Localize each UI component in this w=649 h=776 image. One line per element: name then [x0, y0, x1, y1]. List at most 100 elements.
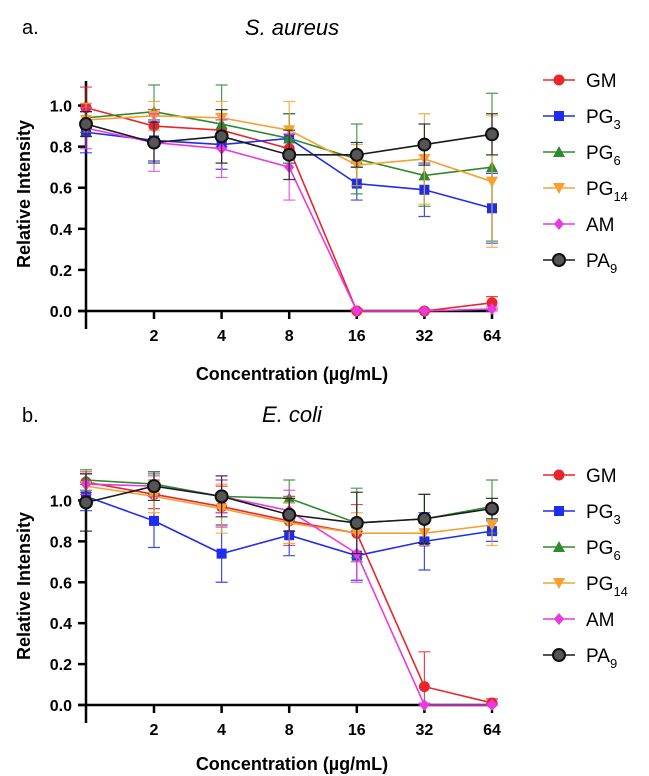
legend-label: GM — [586, 71, 617, 92]
x-tick-label: 16 — [348, 328, 366, 345]
y-tick-label: 0.0 — [50, 698, 72, 715]
x-tick-label: 8 — [285, 722, 294, 739]
y-tick-label: 0.2 — [50, 263, 72, 280]
data-point — [79, 117, 93, 132]
data-point — [349, 147, 364, 162]
legend-item-AM: AM — [543, 215, 615, 236]
legend-label: AM — [586, 215, 615, 236]
legend-label: PG14 — [586, 179, 628, 204]
data-point — [349, 515, 364, 530]
data-point — [486, 520, 498, 531]
legend-marker — [553, 183, 565, 194]
panel-b-legend: GM PG3 PG6 PG14 AM PA9 — [543, 466, 628, 671]
panel-a-x-axis-label: Concentration (µg/mL) — [196, 364, 388, 384]
x-tick-label: 8 — [285, 328, 294, 345]
legend-label: PG6 — [586, 143, 621, 168]
x-tick-label: 2 — [150, 328, 159, 345]
y-tick-label: 0.6 — [50, 181, 72, 198]
data-point — [417, 137, 432, 152]
data-point — [147, 135, 161, 150]
y-tick-label: 0.8 — [50, 140, 72, 157]
data-point — [149, 515, 159, 526]
legend-label: PG3 — [586, 107, 621, 132]
legend-marker — [554, 218, 564, 230]
legend-label: GM — [586, 466, 617, 487]
data-point — [486, 297, 498, 309]
legend-item-PG3: PG3 — [543, 107, 621, 132]
panel-b-plot: 0.0 0.2 0.4 0.6 0.8 1.0 2 4 8 16 32 64 — [50, 469, 501, 739]
x-tick-label: 64 — [483, 328, 501, 345]
data-point — [417, 511, 432, 526]
legend-item-PA9: PA9 — [543, 251, 617, 276]
data-point — [216, 548, 227, 559]
panel-a: a. S. aureus 0.0 0.2 0.4 0.6 0.8 1.0 2 4 8 16 32 64… — [14, 15, 628, 384]
legend-item-PG14: PG14 — [543, 574, 628, 599]
panel-a-plot: 0.0 0.2 0.4 0.6 0.8 1.0 2 4 8 16 32 64 — [50, 81, 501, 345]
panel-a-legend: GM PG3 PG6 PG14 AM PA9 — [543, 71, 628, 276]
legend-marker — [554, 111, 564, 121]
legend-marker — [554, 506, 564, 516]
data-point — [282, 147, 297, 162]
legend-item-PG6: PG6 — [543, 143, 621, 168]
data-point — [487, 302, 497, 315]
data-point — [419, 699, 430, 711]
data-point — [351, 305, 362, 317]
panel-b-y-axis-label: Relative Intensity — [14, 512, 34, 660]
data-point — [419, 305, 430, 317]
legend-marker — [554, 613, 564, 625]
panel-b-title: E. coli — [262, 402, 323, 427]
legend-item-PA9: PA9 — [543, 646, 617, 671]
legend-label: PA9 — [586, 251, 617, 276]
x-tick-label: 2 — [150, 722, 159, 739]
y-tick-label: 0.8 — [50, 534, 72, 551]
legend-label: AM — [586, 610, 615, 631]
x-tick-label: 64 — [483, 722, 501, 739]
y-tick-label: 0.4 — [50, 222, 72, 239]
legend-marker — [553, 469, 565, 481]
panel-a-title: S. aureus — [245, 15, 339, 40]
x-tick-label: 32 — [416, 328, 434, 345]
x-tick-label: 4 — [217, 722, 226, 739]
y-tick-label: 1.0 — [50, 99, 72, 116]
legend-marker — [553, 578, 565, 589]
data-point — [214, 129, 229, 144]
y-tick-label: 0.6 — [50, 575, 72, 592]
panel-b-letter: b. — [22, 405, 39, 427]
legend-item-PG3: PG3 — [543, 502, 621, 527]
x-tick-label: 32 — [416, 722, 434, 739]
data-point — [487, 699, 497, 711]
data-point — [147, 479, 161, 494]
legend-marker — [552, 253, 566, 267]
data-point — [418, 681, 430, 693]
legend-label: PG6 — [586, 538, 621, 563]
legend-marker — [553, 146, 565, 157]
legend-marker — [553, 74, 565, 86]
data-point — [485, 501, 499, 516]
legend-item-GM: GM — [543, 466, 617, 487]
data-point — [485, 127, 499, 142]
panel-a-y-axis-label: Relative Intensity — [14, 120, 34, 268]
legend-item-PG6: PG6 — [543, 538, 621, 563]
series-PA9 — [79, 471, 499, 555]
data-point — [79, 495, 93, 510]
data-point — [486, 176, 498, 188]
legend-item-GM: GM — [543, 71, 617, 92]
panel-b-x-axis-label: Concentration (µg/mL) — [196, 754, 388, 774]
y-tick-label: 0.0 — [50, 304, 72, 321]
series-PA9 — [79, 109, 499, 181]
y-tick-label: 1.0 — [50, 493, 72, 510]
y-tick-label: 0.4 — [50, 616, 72, 633]
legend-label: PG3 — [586, 502, 621, 527]
data-point — [214, 489, 229, 504]
x-tick-label: 4 — [217, 328, 226, 345]
panel-b: b. E. coli 0.0 0.2 0.4 0.6 0.8 1.0 2 4 8 16 32 64 C… — [14, 402, 628, 774]
x-tick-label: 16 — [348, 722, 366, 739]
legend-marker — [553, 541, 565, 552]
legend-item-AM: AM — [543, 610, 615, 631]
panel-a-letter: a. — [22, 17, 39, 39]
data-point — [282, 507, 297, 522]
legend-label: PA9 — [586, 646, 617, 671]
legend-label: PG14 — [586, 574, 628, 599]
y-tick-label: 0.2 — [50, 657, 72, 674]
